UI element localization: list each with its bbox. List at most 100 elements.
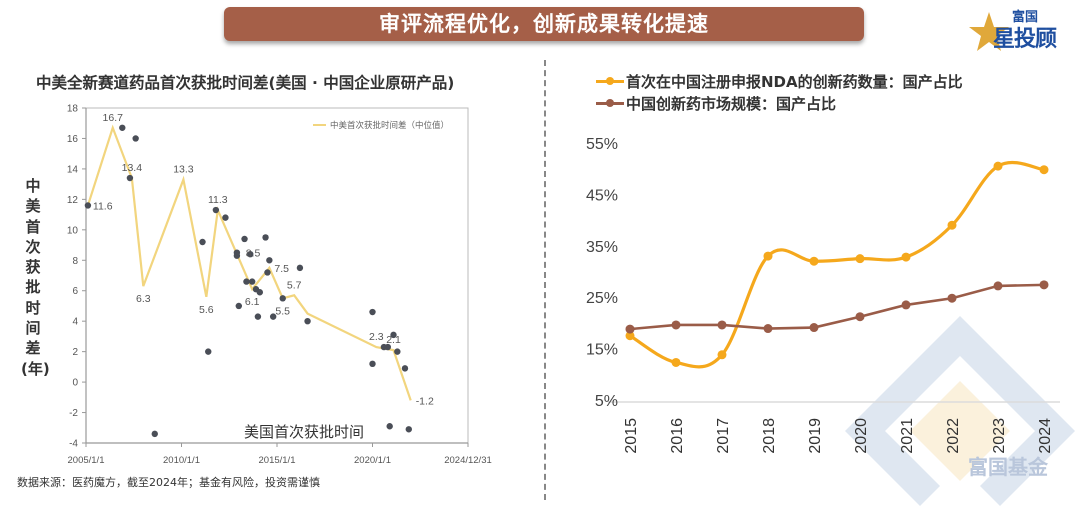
scatter-point	[235, 302, 242, 310]
scatter-point	[243, 278, 250, 285]
scatter-point	[264, 269, 271, 276]
median-data-label: 7.5	[274, 263, 289, 275]
median-data-label: -1.2	[416, 395, 434, 407]
y-axis-label-char: 时	[25, 298, 41, 317]
plot-frame	[85, 107, 469, 444]
x-tick-label: 2017	[715, 418, 732, 454]
y-tick-label: 14	[67, 164, 79, 175]
median-data-label: 11.6	[93, 200, 113, 212]
x-tick-label: 2015	[623, 418, 640, 454]
y-tick-label: 16	[67, 134, 79, 145]
median-data-label: 11.3	[208, 194, 228, 206]
y-tick-label: 5%	[595, 393, 618, 410]
data-point-market	[671, 320, 681, 330]
y-tick-label: 15%	[586, 342, 618, 359]
approval-gap-scatter-chart: -4 -2 0 2 4 6 8 10 12 14 16 18 2005/1/1 2010/1/1 2015/…	[67, 104, 492, 467]
data-point-domestic-nda	[901, 252, 911, 262]
x-tick-label: 2010/1/1	[163, 455, 200, 466]
median-data-label: 2.3	[369, 331, 384, 343]
data-point-market	[1039, 280, 1049, 290]
median-data-label: 2.1	[386, 334, 401, 346]
data-point-domestic-nda	[763, 251, 773, 261]
y-tick-label: 25%	[586, 290, 618, 307]
x-tick-label: 2020	[853, 418, 870, 454]
scatter-point	[241, 235, 248, 243]
data-source-note: 数据来源：医药魔方，截至2024年；基金有风险，投资需谨慎	[17, 476, 320, 489]
scatter-point	[405, 426, 412, 433]
y-tick-label: 8	[72, 256, 78, 267]
median-data-label: 5.6	[199, 304, 214, 316]
data-point-domestic-nda	[855, 254, 865, 264]
scatter-point	[394, 348, 401, 355]
y-tick-label: -2	[69, 408, 78, 419]
median-data-label: 8.5	[246, 248, 261, 260]
scatter-point	[84, 202, 92, 209]
data-point-market	[625, 324, 635, 334]
panel-divider	[544, 60, 546, 500]
y-tick-label: -4	[69, 439, 78, 450]
series-line-market	[628, 283, 1046, 331]
data-point-domestic-nda	[671, 357, 681, 367]
data-point-market	[855, 312, 865, 322]
scatter-point	[390, 331, 397, 339]
scatter-point	[247, 250, 254, 258]
data-point-market	[717, 320, 727, 330]
scatter-point	[119, 124, 126, 131]
left-y-axis-label: 中美首次获批时间差 (年)	[21, 176, 50, 379]
data-point-market	[947, 293, 957, 303]
star-icon	[969, 12, 1009, 51]
x-tick-label: 2024	[1037, 418, 1054, 454]
data-point-domestic-nda	[809, 256, 819, 266]
y-axis-label-char: 次	[25, 237, 41, 256]
y-axis-label-char: (年)	[21, 359, 50, 378]
y-axis-label-char: 批	[25, 278, 41, 297]
median-line	[86, 124, 412, 401]
domestic-share-line-chart: 5% 15% 25% 35% 45% 55% 2015 2016 2017 2018 2019 202…	[586, 136, 1060, 454]
x-axis-label: 美国首次获批时间	[244, 424, 364, 441]
scatter-point	[132, 135, 139, 142]
y-axis-label-char: 首	[25, 217, 41, 236]
y-axis-label-char: 美	[25, 197, 41, 216]
brand-logo: 富国 星投顾	[965, 4, 1075, 54]
x-tick-label: 2015/1/1	[259, 455, 296, 466]
legend-item-domestic-nda: 首次在中国注册申报NDA的创新药数量：国产占比	[596, 70, 963, 92]
x-tick-label: 2005/1/1	[68, 455, 105, 466]
median-data-label: 5.5	[275, 305, 290, 317]
legend-label-market: 中国创新药市场规模：国产占比	[626, 94, 837, 113]
scatter-point	[199, 238, 206, 246]
scatter-point	[269, 313, 277, 320]
x-tick-label: 2020/1/1	[354, 455, 391, 466]
scatter-point	[212, 206, 220, 214]
scatter-point	[205, 348, 212, 355]
data-point-domestic-nda	[625, 331, 635, 341]
watermark-text: 富国基金	[968, 455, 1049, 479]
x-tick-label: 2023	[991, 418, 1008, 454]
scatter-point	[369, 308, 376, 316]
x-tick-label: 2018	[761, 418, 778, 454]
data-point-domestic-nda	[717, 350, 727, 360]
scatter-point	[401, 365, 409, 372]
legend-swatch-market	[596, 98, 624, 108]
median-data-label: 13.4	[122, 162, 143, 174]
y-axis-label-char: 间	[25, 319, 41, 338]
legend-median-label: 中美首次获批时间差（中位值）	[330, 120, 449, 130]
median-data-label: 6.1	[245, 296, 260, 308]
right-chart-legend: 首次在中国注册申报NDA的创新药数量：国产占比 中国创新药市场规模：国产占比	[596, 70, 963, 114]
scatter-point	[296, 264, 304, 272]
page-title: 审评流程优化，创新成果转化提速	[379, 12, 709, 36]
data-point-market	[763, 324, 773, 334]
median-data-label: 13.3	[173, 164, 194, 176]
y-tick-label: 2	[72, 347, 78, 358]
y-tick-label: 55%	[586, 136, 618, 153]
y-axis-label-char: 差	[25, 339, 41, 358]
median-data-label: 6.3	[136, 293, 151, 305]
scatter-point	[233, 252, 241, 259]
y-tick-label: 10	[67, 225, 79, 236]
y-tick-label: 0	[72, 378, 78, 389]
logo-text-bottom: 星投顾	[993, 27, 1057, 52]
data-point-market	[809, 323, 819, 333]
y-tick-label: 12	[67, 195, 79, 206]
median-data-label: 5.7	[287, 279, 302, 291]
data-point-domestic-nda	[1039, 165, 1049, 175]
y-tick-label: 6	[72, 286, 78, 297]
